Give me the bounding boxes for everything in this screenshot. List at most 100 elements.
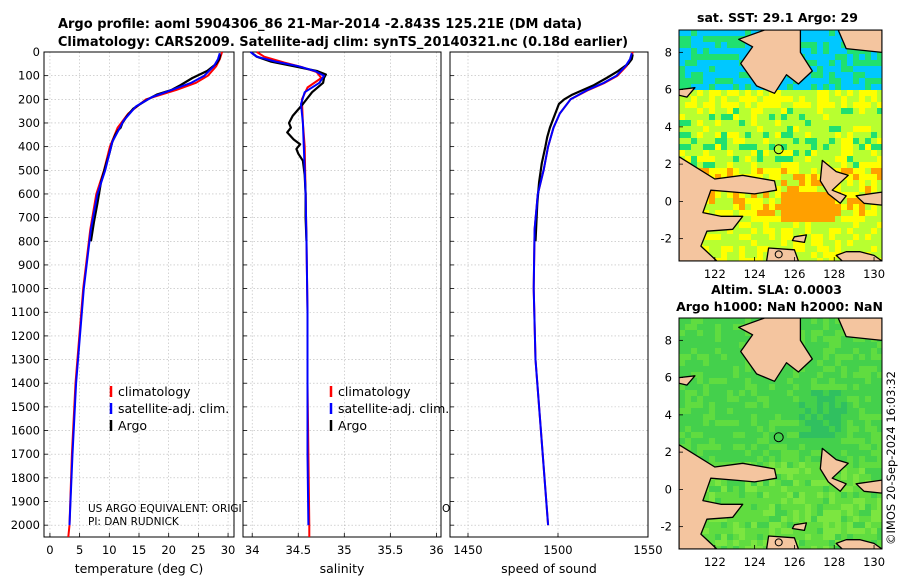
sst_map-cell bbox=[745, 120, 751, 126]
sst_map-cell bbox=[787, 138, 793, 144]
sla_map-cell bbox=[865, 342, 871, 348]
sla_map-cell bbox=[835, 390, 841, 396]
sla_map-cell bbox=[853, 444, 859, 450]
sla_map-cell bbox=[769, 390, 775, 396]
sla_map-cell bbox=[775, 420, 781, 426]
sla_map-cell bbox=[865, 474, 871, 480]
sst_map-cell bbox=[853, 102, 859, 108]
sst_map-cell bbox=[685, 150, 691, 156]
sla_map-cell bbox=[865, 390, 871, 396]
sla_map-cell bbox=[685, 354, 691, 360]
sst_map-cell bbox=[859, 168, 865, 174]
sla_map-cell bbox=[787, 516, 793, 522]
sst_map-cell bbox=[781, 132, 787, 138]
sla_map-cell bbox=[751, 522, 757, 528]
y-tick-label: 600 bbox=[18, 187, 40, 201]
sst_map-cell bbox=[709, 192, 715, 198]
sla_map-cell bbox=[877, 360, 882, 366]
sst_map-cell bbox=[775, 156, 781, 162]
sla_map-cell bbox=[835, 330, 841, 336]
sst_map-cell bbox=[769, 120, 775, 126]
sst_map-cell bbox=[733, 162, 739, 168]
sla_map-cell bbox=[757, 486, 763, 492]
sla_map-cell bbox=[763, 432, 769, 438]
sla_map-cell bbox=[715, 492, 721, 498]
sst_map-cell bbox=[829, 30, 835, 36]
sst_map-cell bbox=[787, 210, 793, 216]
sst_map-cell bbox=[739, 102, 745, 108]
sla_map-cell bbox=[781, 426, 787, 432]
sla_map-cell bbox=[733, 444, 739, 450]
sla_map-cell bbox=[871, 360, 877, 366]
sst_map-cell bbox=[835, 246, 841, 252]
sla_map-cell bbox=[775, 402, 781, 408]
sst_map-cell bbox=[805, 36, 811, 42]
sla_map-cell bbox=[721, 366, 727, 372]
sla_map-cell bbox=[715, 546, 721, 549]
sst_map-cell bbox=[811, 102, 817, 108]
sla_map-cell bbox=[787, 486, 793, 492]
sla_map-cell bbox=[715, 354, 721, 360]
sst_map-cell bbox=[835, 138, 841, 144]
sla_map-cell bbox=[685, 336, 691, 342]
sla_map-cell bbox=[703, 330, 709, 336]
sla_map-cell bbox=[847, 516, 853, 522]
sst_map-cell bbox=[829, 234, 835, 240]
sst_map-cell bbox=[823, 60, 829, 66]
sla_map-cell bbox=[775, 396, 781, 402]
sla_map-cell bbox=[727, 414, 733, 420]
salinity-series-satellite-adj-clim- bbox=[249, 51, 325, 526]
y-tick-label: 900 bbox=[18, 258, 40, 272]
sla_map-cell bbox=[877, 504, 882, 510]
sla_map-cell bbox=[817, 456, 823, 462]
sst_map-cell bbox=[853, 240, 859, 246]
sst_map-cell bbox=[733, 198, 739, 204]
sst_map-cell bbox=[769, 162, 775, 168]
sst_map-cell bbox=[817, 126, 823, 132]
sla_map-cell bbox=[829, 510, 835, 516]
sst_map-cell bbox=[799, 246, 805, 252]
sla_map-cell bbox=[817, 462, 823, 468]
sst_map-cell bbox=[877, 204, 882, 210]
sst_map-cell bbox=[811, 48, 817, 54]
sst_map-cell bbox=[745, 192, 751, 198]
sla_map-cell bbox=[811, 540, 817, 546]
sst_map-cell bbox=[793, 102, 799, 108]
sla_map-cell bbox=[733, 354, 739, 360]
sla_map-cell bbox=[709, 378, 715, 384]
sla_map-cell bbox=[847, 414, 853, 420]
sst_map-cell bbox=[745, 114, 751, 120]
sla_map-cell bbox=[781, 408, 787, 414]
sst_map-cell bbox=[847, 192, 853, 198]
sla_map-cell bbox=[877, 498, 882, 504]
sst_map-cell bbox=[781, 240, 787, 246]
sla_map-cell bbox=[805, 522, 811, 528]
sla_map-cell bbox=[739, 456, 745, 462]
sst_map-cell bbox=[835, 72, 841, 78]
sla_map-cell bbox=[823, 396, 829, 402]
sla_map-cell bbox=[733, 420, 739, 426]
sst_map-cell bbox=[847, 96, 853, 102]
sst_map-cell bbox=[787, 114, 793, 120]
sst_map-cell bbox=[877, 90, 882, 96]
sst_map-cell bbox=[739, 168, 745, 174]
sst_map-cell bbox=[841, 186, 847, 192]
sla_map-cell bbox=[877, 354, 882, 360]
sst_map-cell bbox=[727, 78, 733, 84]
sla_map-cell bbox=[787, 528, 793, 534]
sst_map-cell bbox=[733, 156, 739, 162]
sla_map-cell bbox=[727, 318, 733, 324]
sla_map-cell bbox=[775, 522, 781, 528]
sla_map-cell bbox=[745, 456, 751, 462]
sla_map-cell bbox=[829, 546, 835, 549]
sst_map-cell bbox=[715, 96, 721, 102]
sla_map-cell bbox=[763, 492, 769, 498]
sst_map-cell bbox=[709, 252, 715, 258]
sst_map-cell bbox=[703, 156, 709, 162]
sla_map-cell bbox=[691, 438, 697, 444]
sla_map-cell bbox=[733, 378, 739, 384]
sst_map-cell bbox=[709, 138, 715, 144]
sla_map-cell bbox=[763, 462, 769, 468]
sla_map-cell bbox=[721, 456, 727, 462]
sst_map-argo-location bbox=[774, 250, 783, 259]
